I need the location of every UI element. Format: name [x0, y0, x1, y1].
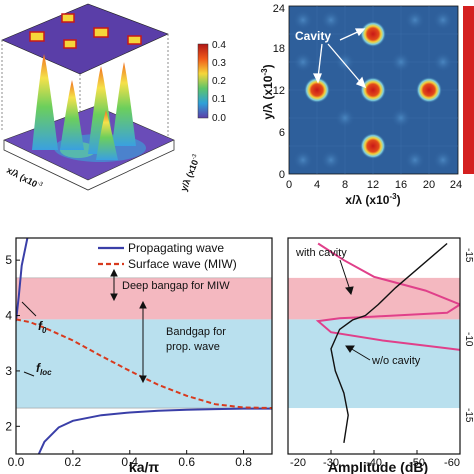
- colorbar-tick: 0.1: [212, 94, 226, 105]
- propagating-wave-line: [37, 407, 272, 454]
- amplitude-x-tick: -60: [444, 457, 460, 469]
- f0-label: f0: [38, 319, 47, 335]
- band-arrows: [110, 268, 147, 384]
- amplitude-x-tick: -50: [409, 457, 425, 469]
- amplitude-curves: [315, 242, 460, 444]
- colorbar-tick: 0.3: [212, 58, 226, 69]
- without-cavity-arrow: [345, 345, 371, 361]
- legend-surface: Surface wave (MIW): [128, 257, 237, 271]
- amplitude-x-tick: -20: [290, 457, 306, 469]
- with-cavity-label: with cavity: [295, 247, 347, 259]
- colorbar-tick: 0.2: [212, 76, 226, 87]
- cavity-hotspots: [304, 21, 442, 159]
- without-cavity-label: w/o cavity: [371, 355, 421, 367]
- field-map-panel: Cavity 0 6 12 18 24 0 4 8 12 16 20 24 x/…: [260, 3, 474, 207]
- map-x-tick: 16: [395, 179, 407, 191]
- peak-5: [96, 110, 118, 160]
- peak-4: [112, 62, 136, 146]
- axis-x-label-3d: x/λ (x10-3: [5, 165, 44, 192]
- cavity-arrows: [312, 28, 367, 89]
- amplitude-xlabel: Amplitude (dB): [328, 459, 428, 474]
- top-plane-spots: [29, 13, 142, 49]
- surface-wave-line: [16, 318, 272, 409]
- map-x-tick: 20: [423, 179, 435, 191]
- prop-gap-label-2: prop. wave: [166, 341, 220, 353]
- dispersion-x-tick: 0.0: [8, 455, 25, 469]
- band-prop-gap: [16, 319, 272, 409]
- field-map-halos: [293, 10, 453, 170]
- peak-2: [60, 80, 84, 150]
- map-x-tick: 24: [450, 179, 462, 191]
- deep-gap-label: Deep bangap for MIW: [122, 280, 230, 292]
- floc-label: floc: [36, 361, 52, 377]
- f0-annotation: f0: [21, 301, 47, 335]
- map-y-tick: 24: [273, 3, 285, 15]
- band-deep-gap: [16, 277, 272, 320]
- map-x-tick: 12: [367, 179, 379, 191]
- map-y-tick: 18: [273, 43, 285, 55]
- amp-band-prop-gap: [288, 319, 460, 409]
- without-cavity-line: [330, 242, 448, 444]
- colorbar-tick: 0.0: [212, 113, 226, 124]
- map-y-tick: 6: [279, 127, 285, 139]
- map-y-tick: 12: [273, 85, 285, 97]
- cavity-label: Cavity: [295, 29, 331, 43]
- map-x-tick: 0: [286, 179, 292, 191]
- dispersion-y-tick: 2: [5, 419, 12, 433]
- dispersion-x-tick: 0.8: [235, 455, 252, 469]
- map-xlabel: x/λ (x10-3): [345, 192, 400, 207]
- dispersion-y-tick: 5: [5, 253, 12, 267]
- colorbar-tick: 0.4: [212, 40, 226, 51]
- propagating-wave-line: [16, 238, 29, 322]
- colorbar: [197, 43, 209, 119]
- amp-right-tick: -15: [463, 248, 474, 263]
- dispersion-curves: [16, 238, 272, 454]
- amplitude-panel: with cavity w/o cavity -20 -30 -40 -50 -60 -…: [287, 237, 474, 474]
- dispersion-frame: [15, 237, 273, 455]
- amplitude-x-tick: -40: [366, 457, 382, 469]
- amp-band-deep-gap: [288, 277, 460, 320]
- amp-right-tick: -15: [463, 408, 474, 423]
- amplitude-x-tick: -30: [323, 457, 339, 469]
- floc-annotation: floc: [23, 361, 52, 377]
- dispersion-x-tick: 0.6: [178, 455, 195, 469]
- with-cavity-arrow: [339, 259, 354, 296]
- map-y-tick: 0: [279, 169, 285, 181]
- legend: Propagating wave Surface wave (MIW): [98, 241, 237, 271]
- axis-y-label-3d: y/λ (x10-3: [179, 153, 203, 193]
- top-plane: [1, 3, 169, 75]
- map-x-tick: 4: [314, 179, 320, 191]
- peak-1: [32, 54, 58, 150]
- surface-3d-panel: x/λ (x10-3 y/λ (x10-3 0.4 0.3 0.2 0.1 0.…: [1, 3, 226, 193]
- map-x-tick: 8: [342, 179, 348, 191]
- dispersion-y-tick: 3: [5, 364, 12, 378]
- dispersion-panel: Propagating wave Surface wave (MIW) Deep…: [5, 237, 273, 474]
- legend-propagating: Propagating wave: [128, 241, 224, 255]
- dispersion-y-tick: 4: [5, 309, 12, 323]
- dispersion-x-tick: 0.4: [121, 455, 138, 469]
- amp-right-tick: -10: [463, 332, 474, 347]
- dispersion-x-tick: 0.2: [65, 455, 82, 469]
- dispersion-xlabel: ka/π: [129, 459, 159, 474]
- map-ylabel: y/λ (x10-3): [260, 64, 275, 119]
- prop-gap-label-1: Bandgap for: [166, 326, 226, 338]
- with-cavity-line: [315, 242, 460, 351]
